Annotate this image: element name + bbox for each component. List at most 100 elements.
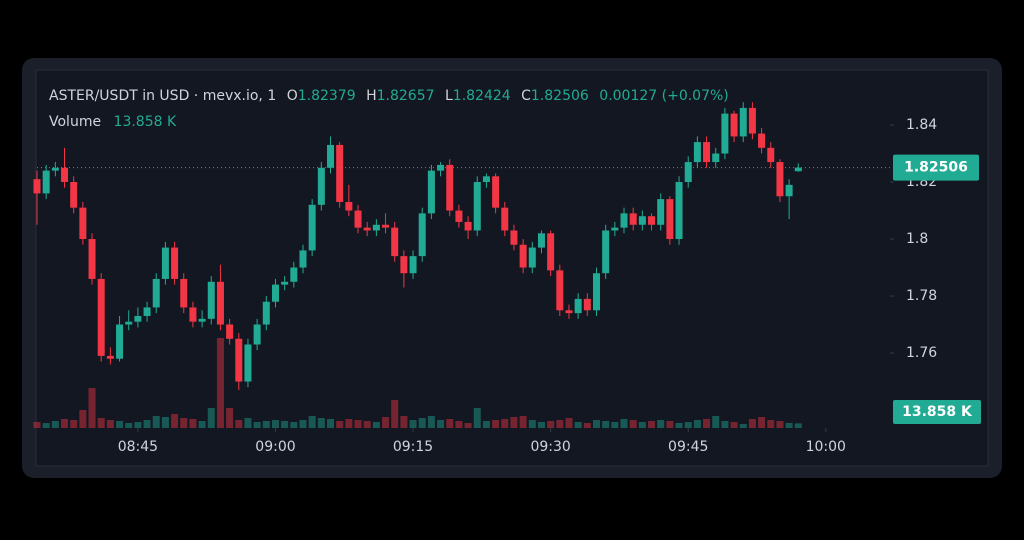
volume-badge-label: 13.858 K (902, 404, 973, 420)
volume-bar (758, 417, 766, 428)
candle-body (290, 267, 298, 282)
volume-bar (565, 418, 573, 428)
chart-frame (35, 69, 989, 467)
candle-body (116, 324, 124, 359)
volume-bar (583, 423, 591, 428)
candle-body (565, 310, 573, 314)
candle-body (556, 270, 564, 311)
y-tick-label: 1.76 (906, 345, 937, 361)
candle-body (437, 164, 445, 171)
candle-body (776, 162, 784, 197)
volume-bar (537, 422, 545, 428)
ohlc-value: 1.82506 (531, 88, 589, 104)
volume-bar (327, 419, 335, 428)
candle-body (473, 182, 481, 231)
volume-label: Volume (49, 114, 101, 130)
volume-bar (391, 400, 399, 428)
candle-body (271, 284, 279, 302)
candle-body (327, 144, 335, 168)
volume-bar (675, 423, 683, 428)
candle-body (758, 133, 766, 148)
candle-body (161, 247, 169, 279)
volume-bar (354, 420, 362, 428)
volume-bar (51, 421, 59, 428)
candle-body (657, 199, 665, 225)
volume-bar (629, 420, 637, 428)
volume-bar (602, 421, 610, 428)
volume-bar (152, 416, 160, 428)
price-badge (893, 154, 979, 181)
x-tick-label: 08:45 (118, 439, 158, 455)
volume-bar (666, 421, 674, 428)
volume-bar (226, 408, 234, 428)
candle-body (317, 167, 325, 205)
candle-body (455, 210, 463, 222)
volume-bar (556, 420, 564, 428)
candle-body (281, 281, 289, 285)
candle-body (42, 170, 50, 194)
y-tick-label: 1.84 (906, 117, 937, 133)
candle-body (33, 179, 41, 194)
candle-body (510, 230, 518, 245)
volume-bar (767, 420, 775, 428)
candle-body (712, 153, 720, 163)
candle-body (418, 213, 426, 257)
candle-body (629, 213, 637, 225)
ohlc-value: 1.82657 (377, 88, 435, 104)
volume-bar (574, 422, 582, 428)
volume-bar (134, 422, 142, 428)
candle-body (528, 247, 536, 268)
volume-bar (281, 421, 289, 428)
volume-bar (446, 419, 454, 428)
volume-bar (143, 420, 151, 428)
candle-body (721, 113, 729, 154)
candle-body (97, 278, 105, 356)
candle-body (354, 210, 362, 228)
volume-bar (611, 422, 619, 428)
volume-bar (262, 421, 270, 428)
candle-body (70, 182, 78, 208)
volume-bar (693, 420, 701, 428)
volume-bar (244, 418, 252, 428)
candle-body (427, 170, 435, 214)
volume-badge (893, 400, 981, 424)
candle-body (482, 176, 490, 183)
candle-body (547, 233, 555, 271)
x-tick-label: 10:00 (806, 439, 846, 455)
volume-bar (592, 420, 600, 428)
volume-bar (739, 424, 747, 428)
candle-body (583, 298, 591, 311)
volume-bar (290, 422, 298, 428)
volume-bar (216, 338, 224, 428)
candle-body (519, 244, 527, 268)
candle-body (299, 250, 307, 268)
volume-bar (721, 421, 729, 428)
candle-body (611, 227, 619, 231)
volume-bar (161, 417, 169, 428)
volume-bar (482, 421, 490, 428)
volume-bar (427, 416, 435, 428)
candle-body (382, 224, 390, 228)
candle-body (198, 318, 206, 322)
y-tick-label: 1.8 (906, 231, 928, 247)
candle-body (409, 256, 417, 274)
volume-bar (317, 418, 325, 428)
volume-bar (510, 417, 518, 428)
volume-bar (33, 422, 41, 428)
y-tick-label: 1.78 (906, 288, 937, 304)
candle-body (189, 307, 197, 322)
candle-body (345, 201, 353, 211)
volume-bar (79, 410, 87, 428)
candle-body (537, 233, 545, 248)
candle-body (143, 307, 151, 316)
candle-body (363, 227, 371, 231)
volume-bar (657, 420, 665, 428)
volume-bar (125, 423, 133, 428)
volume-bar (492, 420, 500, 428)
volume-bar (400, 416, 408, 428)
volume-bar (638, 422, 646, 428)
volume-bar (198, 421, 206, 428)
volume-bar (106, 420, 114, 428)
volume-bar (519, 416, 527, 428)
